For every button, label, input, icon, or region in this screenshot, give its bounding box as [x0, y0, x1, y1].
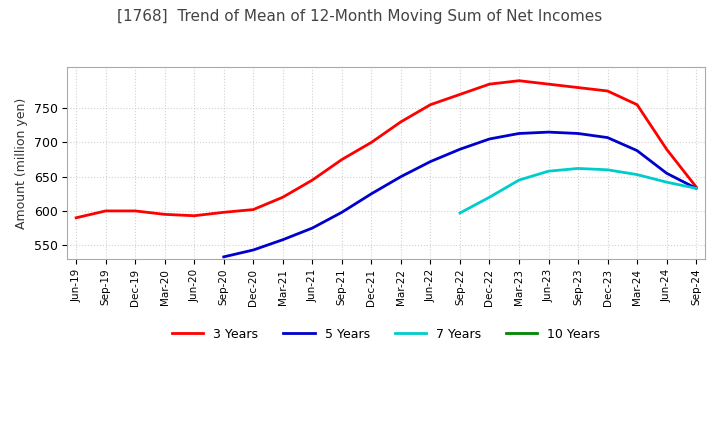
5 Years: [338, 210, 346, 215]
3 Years: [190, 213, 199, 218]
3 Years: [338, 157, 346, 162]
Y-axis label: Amount (million yen): Amount (million yen): [15, 97, 28, 229]
7 Years: [456, 210, 464, 216]
3 Years: [426, 102, 435, 107]
7 Years: [662, 180, 671, 185]
7 Years: [485, 194, 494, 200]
5 Years: [456, 147, 464, 152]
3 Years: [515, 78, 523, 83]
5 Years: [662, 171, 671, 176]
3 Years: [692, 184, 701, 190]
7 Years: [603, 167, 612, 172]
3 Years: [308, 177, 317, 183]
5 Years: [633, 148, 642, 153]
Line: 7 Years: 7 Years: [460, 169, 696, 213]
Legend: 3 Years, 5 Years, 7 Years, 10 Years: 3 Years, 5 Years, 7 Years, 10 Years: [167, 323, 606, 346]
3 Years: [544, 81, 553, 87]
3 Years: [456, 92, 464, 97]
5 Years: [574, 131, 582, 136]
5 Years: [515, 131, 523, 136]
3 Years: [603, 88, 612, 94]
5 Years: [692, 186, 701, 191]
3 Years: [249, 207, 258, 212]
3 Years: [131, 208, 140, 213]
7 Years: [515, 177, 523, 183]
5 Years: [367, 191, 376, 196]
3 Years: [72, 215, 81, 220]
Line: 3 Years: 3 Years: [76, 81, 696, 218]
Line: 5 Years: 5 Years: [224, 132, 696, 257]
5 Years: [544, 129, 553, 135]
5 Years: [426, 159, 435, 164]
5 Years: [279, 237, 287, 242]
3 Years: [279, 194, 287, 200]
5 Years: [249, 247, 258, 253]
3 Years: [397, 119, 405, 125]
7 Years: [633, 172, 642, 177]
Text: [1768]  Trend of Mean of 12-Month Moving Sum of Net Incomes: [1768] Trend of Mean of 12-Month Moving …: [117, 9, 603, 24]
5 Years: [220, 254, 228, 260]
3 Years: [662, 147, 671, 152]
3 Years: [102, 208, 110, 213]
5 Years: [603, 135, 612, 140]
3 Years: [220, 210, 228, 215]
5 Years: [397, 174, 405, 180]
3 Years: [574, 85, 582, 90]
7 Years: [692, 186, 701, 191]
7 Years: [544, 169, 553, 174]
3 Years: [633, 102, 642, 107]
5 Years: [485, 136, 494, 142]
3 Years: [161, 212, 169, 217]
7 Years: [574, 166, 582, 171]
3 Years: [367, 140, 376, 145]
5 Years: [308, 225, 317, 231]
3 Years: [485, 81, 494, 87]
